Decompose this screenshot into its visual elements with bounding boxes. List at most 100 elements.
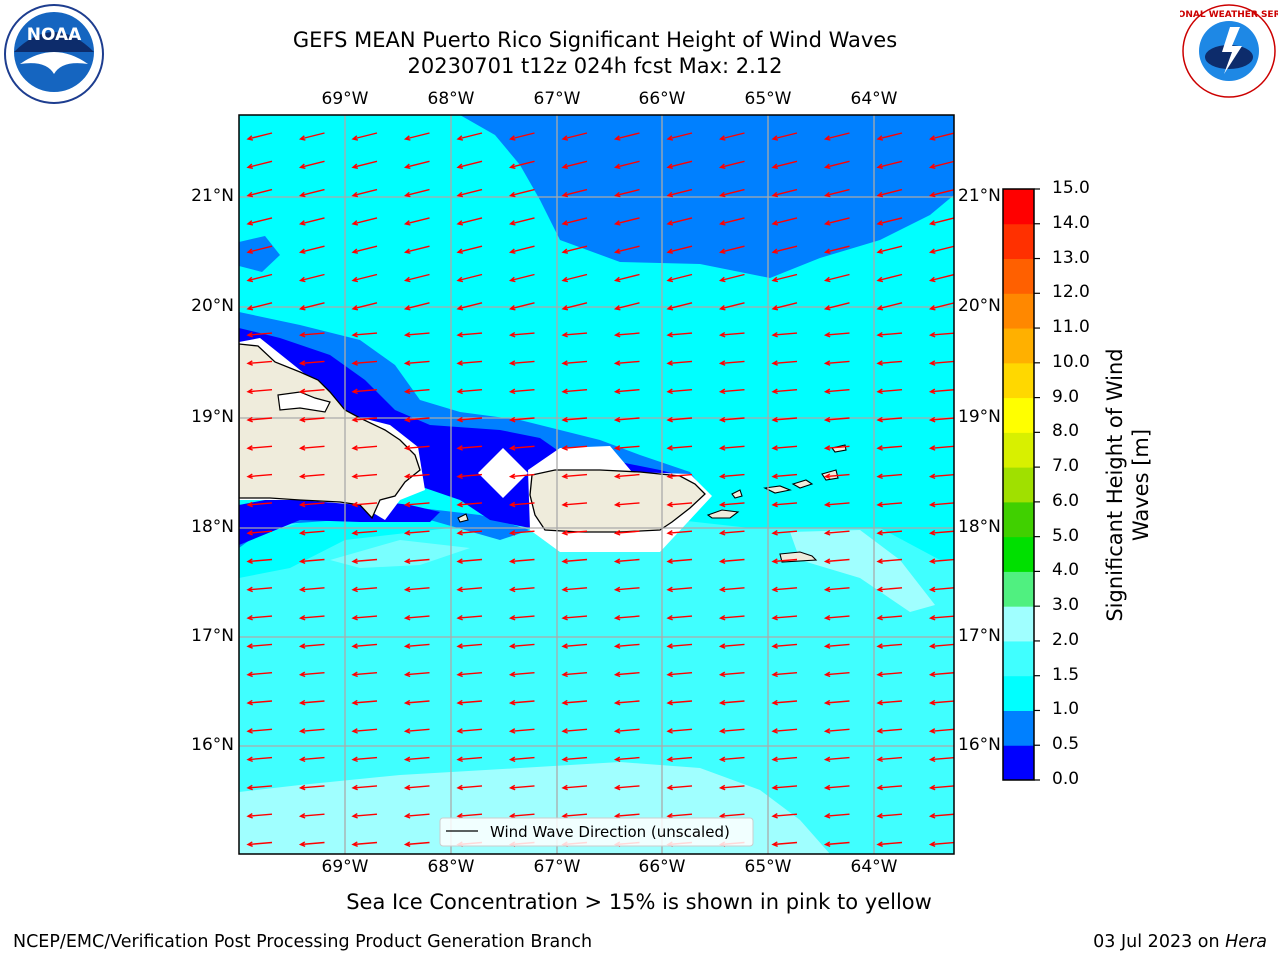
wind-wave-arrow xyxy=(876,388,903,395)
wind-wave-arrow xyxy=(403,614,430,621)
wind-wave-arrow xyxy=(666,756,693,763)
lat-label-right: 17°N xyxy=(958,626,1001,646)
lat-label-left: 18°N xyxy=(191,517,234,537)
wind-wave-arrow xyxy=(456,416,483,423)
wind-wave-arrow xyxy=(508,813,535,819)
lon-label-top: 67°W xyxy=(533,89,581,109)
colorbar-segment xyxy=(1003,432,1034,468)
wind-wave-arrow xyxy=(456,699,483,706)
wind-wave-arrow xyxy=(508,558,535,564)
wind-wave-arrow xyxy=(403,360,430,366)
wind-wave-arrow xyxy=(351,558,378,564)
wind-wave-arrow xyxy=(561,160,588,170)
wind-wave-arrow xyxy=(666,699,693,706)
wind-wave-arrow xyxy=(823,756,850,763)
wind-wave-arrow xyxy=(613,188,640,198)
wind-wave-arrow xyxy=(613,699,640,706)
colorbar-label: 1.0 xyxy=(1052,699,1080,720)
colorbar-label: 0.5 xyxy=(1052,734,1080,755)
wind-wave-arrow xyxy=(823,331,850,338)
lat-label-left: 21°N xyxy=(191,186,234,206)
colorbar-label: 7.0 xyxy=(1052,456,1080,477)
wind-wave-arrow xyxy=(456,813,483,819)
wind-wave-arrow xyxy=(613,643,640,649)
wind-wave-arrow xyxy=(771,614,798,621)
wind-wave-arrow xyxy=(456,614,483,621)
wind-wave-arrow xyxy=(403,530,430,536)
wind-wave-arrow xyxy=(246,586,273,593)
wind-wave-arrow xyxy=(928,530,954,536)
wind-wave-arrow xyxy=(823,558,850,564)
wind-wave-arrow xyxy=(246,643,273,649)
wind-wave-arrow xyxy=(508,388,535,395)
wind-wave-arrow xyxy=(718,132,745,141)
wind-wave-arrow xyxy=(561,273,588,283)
wind-wave-arrow xyxy=(403,699,430,706)
wind-wave-arrow xyxy=(298,586,325,593)
wind-wave-arrow xyxy=(876,643,903,649)
wind-wave-arrow xyxy=(246,245,273,254)
wind-wave-arrow xyxy=(351,813,378,819)
wind-wave-arrow xyxy=(771,784,798,791)
colorbar-segment xyxy=(1003,223,1034,260)
wind-wave-arrow xyxy=(718,160,745,170)
wind-wave-arrow xyxy=(351,331,378,338)
wind-wave-arrow xyxy=(613,728,640,734)
wind-wave-arrow xyxy=(718,558,745,564)
wind-wave-arrow xyxy=(718,784,745,791)
wind-wave-arrow xyxy=(666,160,693,170)
wind-wave-arrow xyxy=(403,302,430,311)
wind-wave-arrow xyxy=(771,530,798,536)
wind-wave-arrow xyxy=(246,671,273,678)
wind-wave-arrow xyxy=(876,132,903,141)
nws-logo-text: NATIONAL WEATHER SERVICE xyxy=(1180,10,1278,20)
wind-wave-arrow xyxy=(876,756,903,763)
wind-wave-arrow xyxy=(718,671,745,678)
wind-wave-arrow xyxy=(718,614,745,621)
wind-wave-arrow xyxy=(771,360,798,366)
wind-wave-arrow xyxy=(771,473,798,480)
wind-wave-arrow xyxy=(928,728,954,734)
wind-wave-arrow xyxy=(928,273,954,283)
land-virgin-islands xyxy=(763,444,847,494)
colorbar-segment xyxy=(1003,293,1034,329)
wind-wave-arrow xyxy=(718,416,745,423)
wind-wave-arrow xyxy=(351,699,378,706)
wind-wave-arrow xyxy=(508,501,535,508)
wind-wave-arrow xyxy=(771,245,798,254)
wind-wave-arrow xyxy=(456,445,483,451)
colorbar-label: 8.0 xyxy=(1052,421,1080,442)
wind-wave-arrow xyxy=(351,188,378,198)
wind-wave-arrow xyxy=(246,188,273,198)
wind-wave-arrow xyxy=(298,699,325,706)
wind-wave-arrow xyxy=(718,756,745,763)
colorbar-label: 15.0 xyxy=(1052,178,1090,198)
wind-wave-arrow xyxy=(403,416,430,423)
title-line-1: GEFS MEAN Puerto Rico Significant Height… xyxy=(292,28,898,52)
wind-wave-arrow xyxy=(298,331,325,338)
wind-wave-arrow xyxy=(508,217,535,226)
wind-wave-arrow xyxy=(456,784,483,791)
colorbar-label: 10.0 xyxy=(1052,351,1090,372)
wind-wave-arrow xyxy=(876,331,903,338)
wind-wave-arrow xyxy=(876,671,903,678)
wind-wave-arrow xyxy=(246,501,273,508)
wind-wave-arrow xyxy=(876,530,903,536)
wind-wave-arrow xyxy=(928,302,954,311)
wind-wave-arrow xyxy=(613,501,640,508)
wind-wave-arrow xyxy=(456,160,483,170)
wind-wave-arrow xyxy=(928,388,954,395)
wind-wave-arrow xyxy=(666,671,693,678)
wind-wave-arrow xyxy=(561,643,588,649)
lon-label-bottom: 66°W xyxy=(638,857,686,877)
wind-wave-arrow xyxy=(508,360,535,366)
land-vieques xyxy=(706,509,740,519)
lat-label-right: 19°N xyxy=(958,407,1001,427)
colorbar-label: 9.0 xyxy=(1052,386,1080,407)
wind-wave-arrow xyxy=(456,473,483,480)
wind-wave-arrow xyxy=(561,614,588,621)
colorbar-segment xyxy=(1003,328,1034,364)
wind-wave-arrow xyxy=(508,160,535,170)
wind-wave-arrow xyxy=(561,784,588,791)
wind-wave-arrow xyxy=(613,445,640,451)
